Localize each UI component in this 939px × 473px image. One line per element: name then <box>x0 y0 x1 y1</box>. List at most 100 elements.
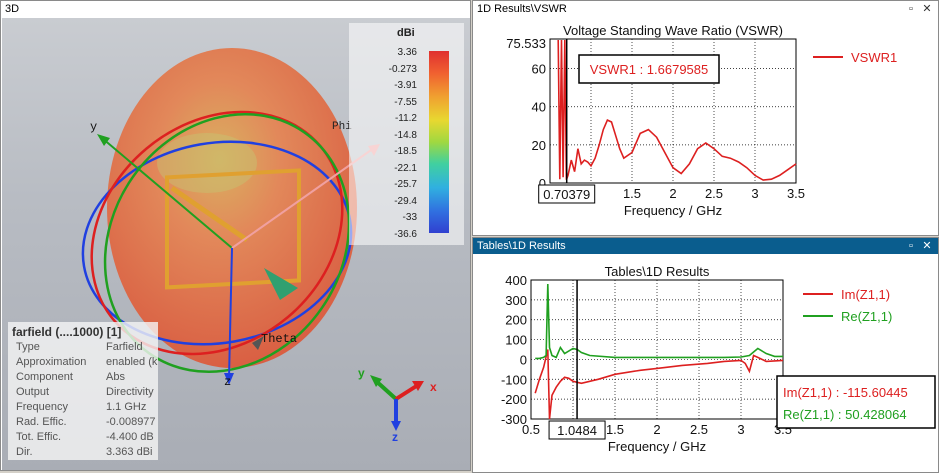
colorbar-value: -22.1 <box>394 162 417 174</box>
colorbar-value: 3.36 <box>397 47 417 58</box>
info-value: 3.363 dBi <box>106 446 153 458</box>
imp-y-tick-label: -100 <box>501 372 527 387</box>
view3d-canvas[interactable]: y Phi z Theta y x z dBi 3.36 -0.273 -3.91 -… <box>2 18 470 470</box>
info-key: Output <box>16 386 50 398</box>
vswr-readout: VSWR1 : 1.6679585 <box>590 62 709 77</box>
triad-y-label: y <box>358 366 365 380</box>
vswr-close-button[interactable]: ✕ <box>922 3 932 15</box>
info-key: Component <box>16 371 73 383</box>
vswr-ymax-label: 75.533 <box>506 36 546 51</box>
colorbar-value: -29.4 <box>394 195 417 207</box>
imp-y-tick-label: 0 <box>520 352 527 367</box>
info-key: Approximation <box>16 356 87 368</box>
farfield-info-row: Output Directivity <box>8 385 158 400</box>
colorbar-value: -11.2 <box>394 113 417 124</box>
farfield-info-row: Tot. Effic. -4.400 dB <box>8 430 158 445</box>
vswr-chart-title: Voltage Standing Wave Ratio (VSWR) <box>563 23 783 38</box>
imp-legend-label: Im(Z1,1) <box>841 287 890 302</box>
vswr-title: 1D Results\VSWR <box>477 3 567 15</box>
colorbar-value: -7.55 <box>394 96 417 108</box>
imp-y-tick-label: 300 <box>505 293 527 308</box>
info-key: Rad. Effic. <box>16 416 67 428</box>
vswr-series-line <box>557 39 797 181</box>
vswr-marker-label: 0.70379 <box>543 187 590 202</box>
vswr-legend-label: VSWR1 <box>851 50 897 65</box>
vswr-x-tick-label: 2.5 <box>705 186 723 201</box>
view3d-titlebar[interactable]: 3D <box>1 1 470 17</box>
farfield-info-row: Frequency 1.1 GHz <box>8 400 158 415</box>
imp-marker-label: 1.0484 <box>557 423 597 438</box>
colorbar-value: -3.91 <box>394 80 417 91</box>
info-value: -0.008977 <box>106 416 156 428</box>
imp-readout-im: Im(Z1,1) : -115.60445 <box>783 385 908 400</box>
impedance-chart[interactable]: Tables\1D Results0.511.522.533.540030020… <box>473 254 938 472</box>
farfield-info-row: Type Farfield <box>8 340 158 355</box>
vswr-y-tick-label: 60 <box>532 62 546 77</box>
imp-x-tick-label: 2.5 <box>690 422 708 437</box>
info-value: 1.1 GHz <box>106 401 147 413</box>
antenna-loop <box>165 168 301 290</box>
farfield-info-row: Component Abs <box>8 370 158 385</box>
tables-pane[interactable]: Tables\1D Results ✕ ▫ Tables\1D Results 0… <box>472 237 939 473</box>
theta-arrow <box>264 268 298 300</box>
imp-x-axis-label: Frequency / GHz <box>608 439 706 454</box>
vswr-pane[interactable]: 1D Results\VSWR ✕ ▫ Voltage Standing Wav… <box>472 0 939 236</box>
vswr-titlebar[interactable]: 1D Results\VSWR ✕ ▫ <box>473 1 938 17</box>
vswr-readout-box <box>578 54 720 84</box>
vswr-marker-box <box>538 184 596 204</box>
imp-series-line <box>534 349 784 420</box>
vswr-x-tick-label: 2 <box>669 186 676 201</box>
info-key: Frequency <box>16 401 68 413</box>
imp-x-tick-label: 1.5 <box>606 422 624 437</box>
colorbar-value: -18.5 <box>394 146 417 157</box>
farfield-info-row: Dir. 3.363 dBi <box>8 445 158 460</box>
vswr-x-tick-label: 3.5 <box>787 186 805 201</box>
view3d-title: 3D <box>5 3 20 15</box>
tables-titlebar[interactable]: Tables\1D Results ✕ ▫ <box>473 238 938 254</box>
farfield-info-title: farfield (....1000) [1] <box>12 325 122 339</box>
farfield-info-row: Approximation enabled (k <box>8 355 158 370</box>
info-value: -4.400 dB <box>106 431 154 443</box>
tables-close-button[interactable]: ✕ <box>922 240 932 252</box>
colorbar-unit: dBi <box>397 27 415 39</box>
axis-triad: y x z <box>358 366 437 444</box>
z-axis-line <box>228 247 233 379</box>
theta-pointer <box>252 336 264 350</box>
imp-y-tick-label: -200 <box>501 392 527 407</box>
imp-legend-label: Re(Z1,1) <box>841 309 892 324</box>
theta-label: Theta <box>261 332 297 346</box>
farfield-info-row: Rad. Effic. -0.008977 <box>8 415 158 430</box>
info-value: enabled (k <box>106 356 158 368</box>
colorbar-value: -0.273 <box>388 63 417 75</box>
tables-title: Tables\1D Results <box>477 240 566 252</box>
vswr-y-tick-label: 20 <box>532 138 546 153</box>
tables-restore-button[interactable]: ▫ <box>909 240 913 252</box>
imp-x-tick-label: 0.5 <box>522 422 540 437</box>
imp-readout-re: Re(Z1,1) : 50.428064 <box>783 407 907 422</box>
imp-y-tick-label: -300 <box>501 412 527 427</box>
vswr-chart[interactable]: Voltage Standing Wave Ratio (VSWR)11.522… <box>473 17 938 235</box>
info-key: Tot. Effic. <box>16 431 62 443</box>
vswr-y-tick-label: 40 <box>532 100 546 115</box>
imp-y-tick-label: 200 <box>505 313 527 328</box>
vswr-y-tick-label: 0 <box>539 176 546 191</box>
z-axis-arrow <box>224 373 234 385</box>
imp-x-tick-label: 3 <box>737 422 744 437</box>
info-value: Directivity <box>106 386 154 398</box>
colorbar-value: -25.7 <box>394 179 417 190</box>
imp-marker-box <box>548 420 606 440</box>
triad-x-label: x <box>430 380 437 394</box>
farfield-info: farfield (....1000) [1] Type Farfield Appr… <box>8 322 158 460</box>
view3d-pane[interactable]: 3D y Ph <box>0 0 471 471</box>
antenna-feed <box>170 185 249 243</box>
y-axis-label: y <box>90 120 97 134</box>
vswr-restore-button[interactable]: ▫ <box>909 3 913 15</box>
colorbar-legend: dBi 3.36 -0.273 -3.91 -7.55 -11.2 -14.8 -18.5 -… <box>349 23 464 245</box>
imp-y-tick-label: 400 <box>505 273 527 288</box>
vswr-x-tick-label: 3 <box>751 186 758 201</box>
info-key: Type <box>16 341 40 353</box>
phi-label: Phi <box>332 121 352 133</box>
imp-chart-title: Tables\1D Results <box>605 264 710 279</box>
z-axis-label: z <box>224 375 231 389</box>
info-key: Dir. <box>16 446 33 458</box>
